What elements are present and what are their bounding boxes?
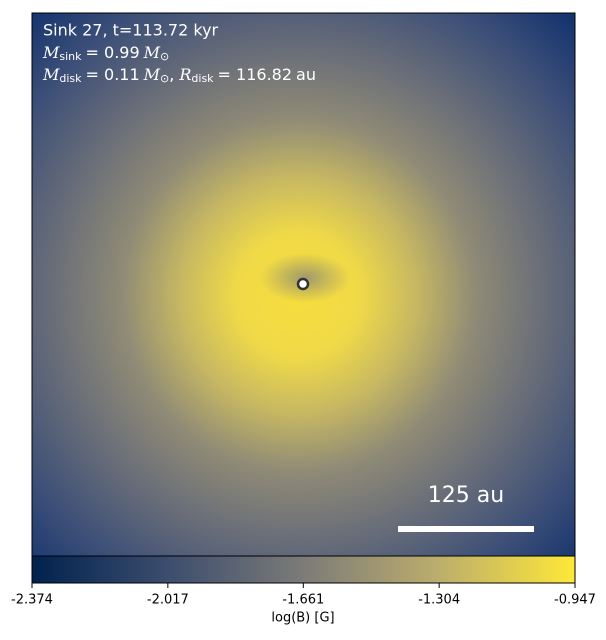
sub: sink [59, 50, 82, 63]
colorbar-tick-label: -2.374 [11, 593, 53, 608]
unit: M [143, 65, 161, 84]
colorbar-tick-label: -1.661 [282, 593, 324, 608]
symbol: M [42, 65, 60, 84]
colorbar-tick-label: -0.947 [554, 593, 596, 608]
symbol: R [178, 65, 191, 84]
unit-sub: ⊙ [160, 50, 169, 63]
scale-bar-label: 125 au [428, 483, 504, 508]
value: = 116.82 [218, 65, 292, 84]
sink-mass: Msink = 0.99 M⊙ [42, 43, 169, 64]
sub: disk [59, 72, 82, 85]
value: = 0.11 [86, 65, 140, 84]
separator: , [169, 65, 174, 84]
colorbar-label: log(B) [G] [271, 611, 334, 626]
unit-sub: ⊙ [160, 72, 169, 85]
disk-core [260, 253, 350, 303]
unit: au [296, 65, 316, 84]
sub: disk [191, 72, 214, 85]
sink-label: Sink 27, t=113.72 kyr [43, 21, 219, 40]
unit: M [143, 43, 161, 62]
scale-bar [398, 526, 534, 532]
colorbar [31, 555, 576, 584]
colorbar-tick-label: -1.304 [418, 593, 460, 608]
disk-info: Mdisk = 0.11 M⊙, Rdisk = 116.82 au [42, 65, 316, 86]
symbol: M [42, 43, 60, 62]
sink-marker [296, 277, 310, 291]
colorbar-tick-label: -2.017 [147, 593, 189, 608]
value: = 0.99 [86, 43, 140, 62]
